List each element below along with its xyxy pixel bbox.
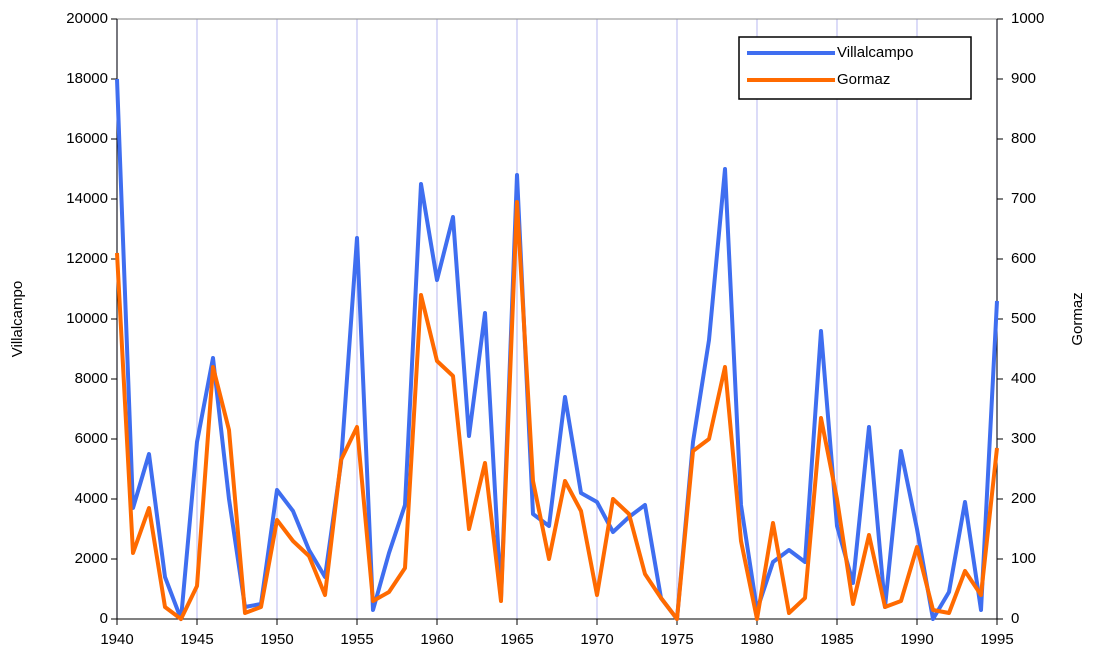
y2-tick-label: 1000	[1011, 10, 1044, 27]
x-tick-label: 1960	[420, 631, 453, 648]
x-tick-label: 1995	[980, 631, 1013, 648]
x-tick-label: 1970	[580, 631, 613, 648]
y-tick-label: 20000	[66, 10, 108, 27]
y2-tick-label: 100	[1011, 550, 1036, 567]
y-tick-label: 10000	[66, 310, 108, 327]
y-tick-label: 16000	[66, 130, 108, 147]
y-tick-label: 6000	[75, 430, 108, 447]
y-tick-label: 18000	[66, 70, 108, 87]
y2-tick-label: 600	[1011, 250, 1036, 267]
y2-tick-label: 800	[1011, 130, 1036, 147]
legend-label: Villalcampo	[837, 44, 913, 61]
y2-tick-label: 500	[1011, 310, 1036, 327]
y-axis-label: Villalcampo	[9, 281, 26, 357]
x-tick-label: 1940	[100, 631, 133, 648]
x-tick-label: 1955	[340, 631, 373, 648]
y-tick-label: 12000	[66, 250, 108, 267]
y-tick-label: 14000	[66, 190, 108, 207]
y-tick-label: 0	[100, 610, 108, 627]
x-tick-label: 1950	[260, 631, 293, 648]
x-tick-label: 1975	[660, 631, 693, 648]
y2-tick-label: 400	[1011, 370, 1036, 387]
x-tick-label: 1980	[740, 631, 773, 648]
y-tick-label: 8000	[75, 370, 108, 387]
x-tick-label: 1945	[180, 631, 213, 648]
y2-tick-label: 200	[1011, 490, 1036, 507]
series-line	[115, 200, 999, 621]
legend-box	[738, 36, 972, 100]
x-tick-label: 1985	[820, 631, 853, 648]
y2-tick-label: 300	[1011, 430, 1036, 447]
y2-axis-label: Gormaz	[1069, 292, 1086, 345]
y-tick-label: 2000	[75, 550, 108, 567]
x-tick-label: 1990	[900, 631, 933, 648]
legend-label: Gormaz	[837, 71, 890, 88]
y2-tick-label: 0	[1011, 610, 1019, 627]
y-tick-label: 4000	[75, 490, 108, 507]
x-tick-label: 1965	[500, 631, 533, 648]
series-line	[115, 78, 999, 621]
y2-tick-label: 700	[1011, 190, 1036, 207]
y2-tick-label: 900	[1011, 70, 1036, 87]
